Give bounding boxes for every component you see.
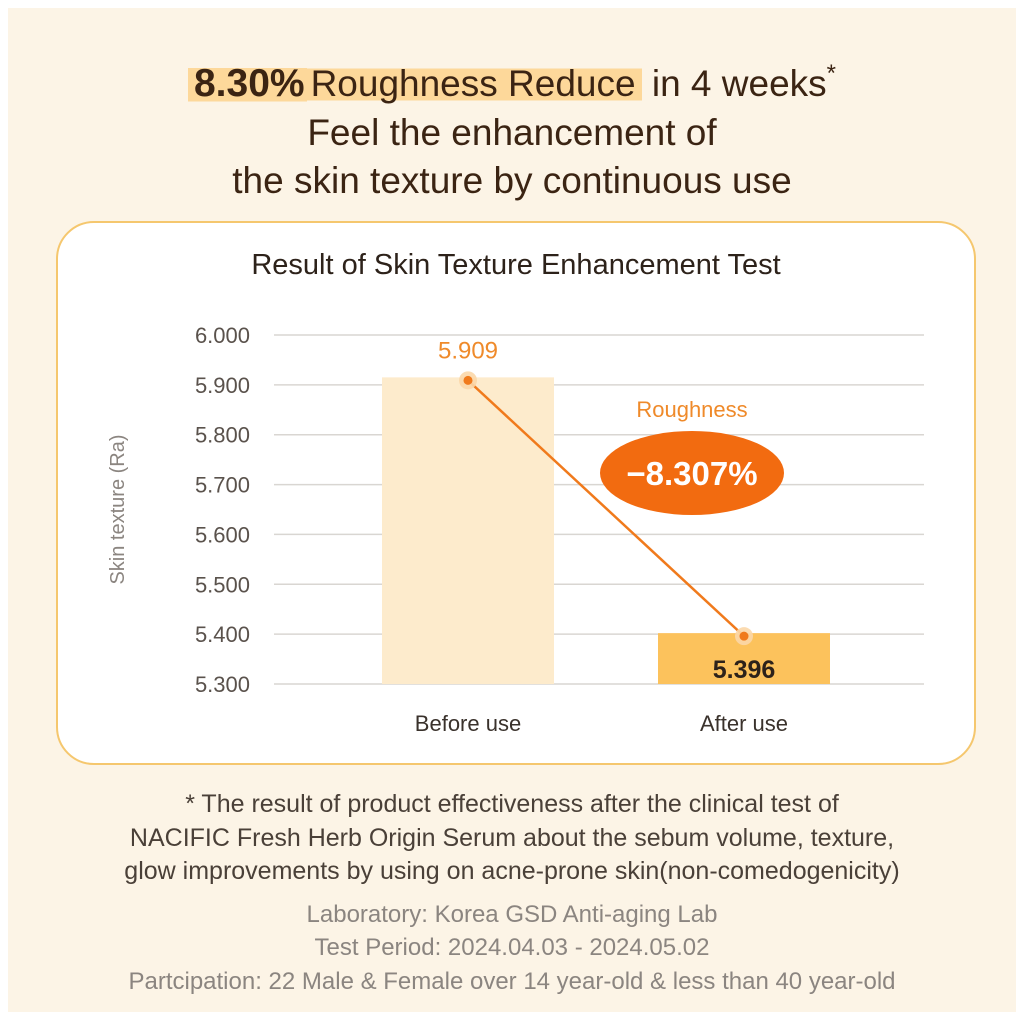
footnote-line-2: NACIFIC Fresh Herb Origin Serum about th… [129,824,895,852]
y-tick-label: 5.800 [195,423,250,448]
y-tick-label: 5.300 [195,672,250,697]
chart-card: Result of Skin Texture Enhancement Test … [56,221,976,765]
headline-line-3: the skin texture by continuous use [232,160,792,201]
headline-highlight-number: 8.30% [187,62,307,105]
headline-line-2: Feel the enhancement of [307,112,717,153]
y-tick-label: 5.600 [195,522,250,547]
data-point [739,631,749,641]
y-tick-label: 6.000 [195,323,250,348]
headline-highlight-text: Roughness Reduce [306,63,642,104]
data-point [463,375,473,385]
annotation-label: Roughness [636,397,747,422]
x-tick-label: Before use [415,711,521,736]
annotation-bubble [600,431,784,515]
chart-title: Result of Skin Texture Enhancement Test [251,249,781,281]
x-tick-label: After use [700,711,788,736]
headline-rest: in 4 weeks [651,63,827,104]
y-tick-label: 5.500 [195,572,250,597]
bar-before-use [382,377,554,684]
infographic-page: 8.30% Roughness Reduce in 4 weeks* Feel t… [8,8,1016,1012]
y-tick-label: 5.900 [195,373,250,398]
y-axis-title: Skin texture (Ra) [107,434,129,584]
value-label-before: 5.909 [438,337,498,364]
footnote-line-1: * The result of product effectiveness af… [185,790,839,818]
y-tick-label: 5.700 [195,473,250,498]
lab-info-test-period: Test Period: 2024.04.03 - 2024.05.02 [314,934,710,961]
trend-line [467,379,745,638]
lab-info-participation: Partcipation: 22 Male & Female over 14 y… [128,968,896,995]
lab-info-laboratory: Laboratory: Korea GSD Anti-aging Lab [306,901,718,928]
y-tick-label: 5.400 [195,622,250,647]
headline-line-1: 8.30% Roughness Reduce in 4 weeks* [8,60,1016,106]
headline-asterisk: * [826,60,837,87]
footnote-line-3: glow improvements by using on acne-prone… [124,857,900,885]
annotation-value: −8.307% [626,455,757,492]
chart-plot: Skin texture (Ra) 6.000 5.900 5.800 5.700 5.6… [107,323,924,736]
value-label-after: 5.396 [713,656,776,684]
